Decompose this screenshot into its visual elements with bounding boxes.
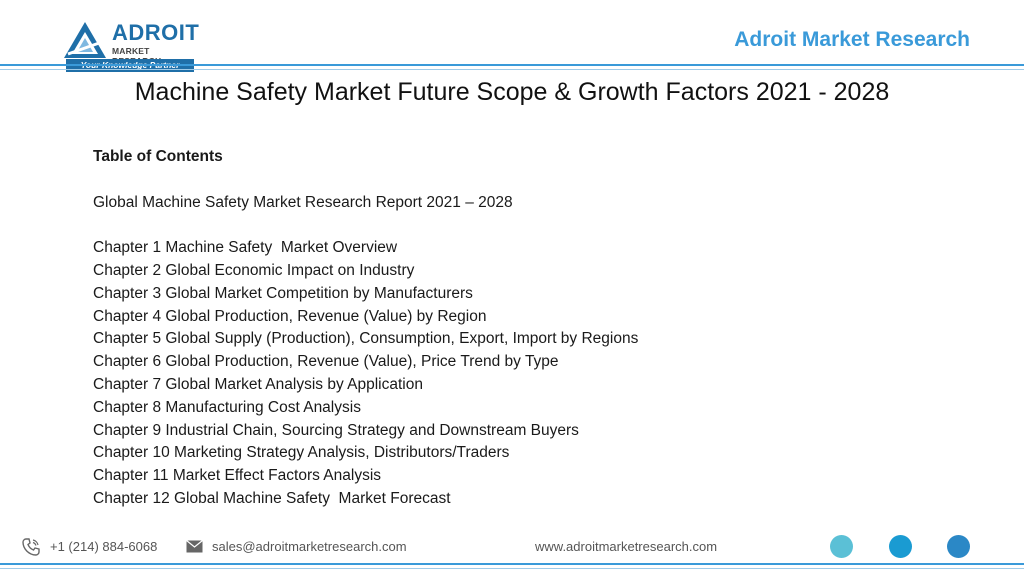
chapter-10: Chapter 10 Marketing Strategy Analysis, … [93, 444, 510, 462]
logo-name: ADROIT [112, 20, 200, 45]
chapter-9: Chapter 9 Industrial Chain, Sourcing Str… [93, 421, 579, 439]
decor-dot-2 [889, 535, 912, 558]
header-divider [0, 64, 1024, 66]
logo-mark-icon [64, 22, 106, 58]
chapter-12: Chapter 12 Global Machine Safety Market … [93, 489, 451, 507]
phone-icon [22, 538, 40, 556]
chapter-1: Chapter 1 Machine Safety Market Overview [93, 239, 398, 257]
mail-icon [186, 540, 203, 553]
footer-divider [0, 563, 1024, 565]
chapter-6: Chapter 6 Global Production, Revenue (Va… [93, 353, 559, 371]
footer-divider-thin [0, 568, 1024, 569]
header-divider-thin [0, 69, 1024, 70]
report-title: Global Machine Safety Market Research Re… [93, 193, 513, 211]
footer-phone[interactable]: +1 (214) 884-6068 [50, 539, 158, 554]
footer-website[interactable]: www.adroitmarketresearch.com [535, 539, 718, 554]
footer: +1 (214) 884-6068 sales@adroitmarketrese… [0, 533, 1024, 563]
chapter-4: Chapter 4 Global Production, Revenue (Va… [93, 307, 487, 325]
chapter-5: Chapter 5 Global Supply (Production), Co… [93, 330, 639, 348]
toc-heading: Table of Contents [93, 148, 223, 165]
footer-email[interactable]: sales@adroitmarketresearch.com [212, 539, 407, 554]
table-of-contents: Table of Contents Global Machine Safety … [93, 146, 638, 511]
chapter-7: Chapter 7 Global Market Analysis by Appl… [93, 375, 423, 393]
chapter-11: Chapter 11 Market Effect Factors Analysi… [93, 467, 382, 485]
decor-dot-3 [947, 535, 970, 558]
chapter-2: Chapter 2 Global Economic Impact on Indu… [93, 261, 415, 279]
chapter-3: Chapter 3 Global Market Competition by M… [93, 284, 473, 302]
page-title: Machine Safety Market Future Scope & Gro… [134, 78, 890, 106]
chapter-8: Chapter 8 Manufacturing Cost Analysis [93, 398, 361, 416]
decor-dot-1 [830, 535, 853, 558]
brand-name: Adroit Market Research [734, 28, 970, 51]
